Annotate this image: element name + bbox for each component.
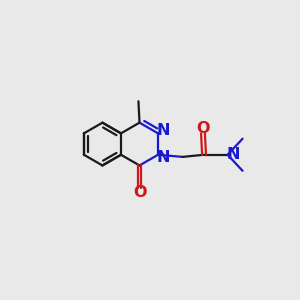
Text: N: N (157, 123, 170, 138)
Text: O: O (196, 121, 210, 136)
Text: O: O (133, 185, 146, 200)
Text: N: N (157, 150, 170, 165)
Text: N: N (227, 147, 240, 162)
